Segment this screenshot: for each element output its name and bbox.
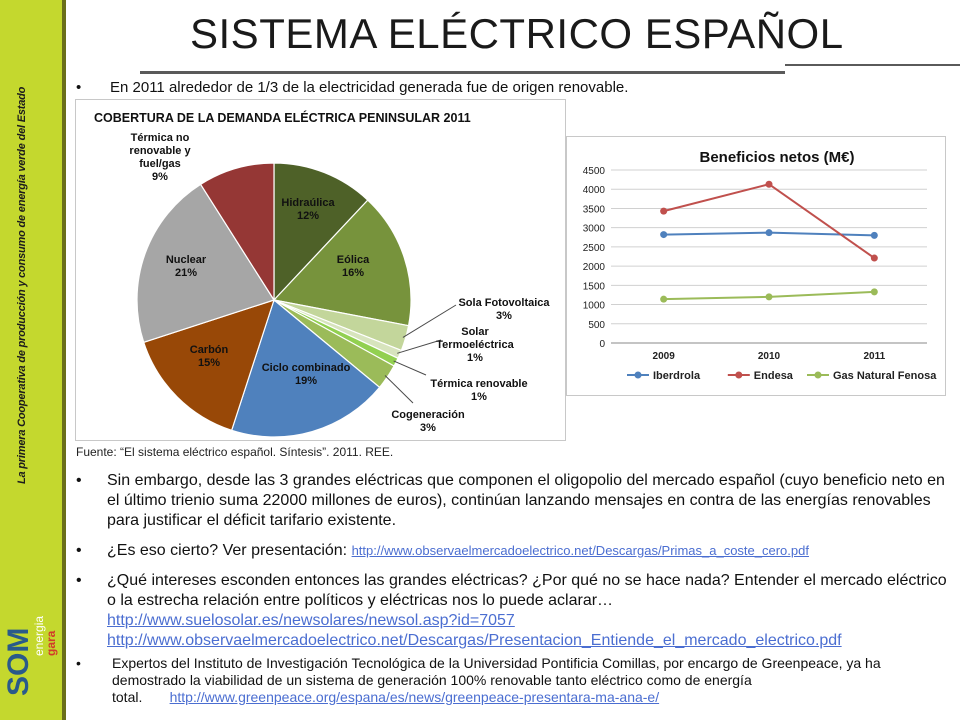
bullet-dot: •	[76, 542, 82, 559]
data-point	[870, 288, 878, 296]
legend-marker	[634, 371, 642, 379]
pie-chart-panel: COBERTURA DE LA DEMANDA ELÉCTRICA PENINS…	[75, 99, 566, 441]
pie-label-ciclo: 19%	[295, 375, 317, 387]
x-tick-label: 2009	[653, 351, 676, 362]
slide-title: SISTEMA ELÉCTRICO ESPAÑOL	[190, 10, 844, 57]
legend-label: Endesa	[754, 370, 794, 382]
pie-label-termica_ren: Térmica renovable	[430, 378, 527, 390]
pie-label-nuclear: 21%	[175, 267, 197, 279]
bullet-text: En 2011 alrededor de 1/3 de la electrici…	[110, 79, 629, 96]
y-tick-label: 1000	[583, 301, 606, 312]
link-suelosolar[interactable]: http://www.suelosolar.es/newsolares/news…	[107, 612, 515, 629]
x-tick-label: 2011	[863, 351, 885, 362]
pie-label-nuclear: Nuclear	[166, 254, 207, 266]
y-tick-label: 2000	[583, 262, 606, 273]
legend-label: Gas Natural Fenosa	[833, 370, 937, 382]
data-point	[870, 231, 878, 239]
pie-label-carbon: 15%	[198, 357, 220, 369]
pie-label-cogeneracion: 3%	[420, 422, 436, 434]
title-rule	[140, 71, 785, 74]
data-point	[660, 231, 668, 239]
y-tick-label: 2500	[583, 243, 606, 254]
logo-sub-gara: gara	[44, 630, 58, 656]
pie-label-termica_nr: 9%	[152, 171, 168, 183]
pie-label-solar_termo: Termoeléctrica	[436, 339, 514, 351]
data-point	[870, 254, 878, 262]
bullet-dot: •	[76, 572, 82, 589]
chart-source: Fuente: “El sistema eléctrico español. S…	[76, 445, 394, 459]
pie-slice-0	[273, 162, 369, 302]
logo-main: SOM	[2, 627, 35, 696]
pie-title: COBERTURA DE LA DEMANDA ELÉCTRICA PENINS…	[94, 110, 471, 125]
legend-marker	[814, 371, 822, 379]
pie-slices	[136, 162, 412, 438]
pie-slice-7	[142, 299, 275, 432]
line-chart-title: Beneficios netos (M€)	[699, 149, 854, 166]
paragraph-text: Sin embargo, desde las 3 grandes eléctri…	[107, 472, 945, 529]
link-entiende-mercado[interactable]: http://www.observaelmercadoelectrico.net…	[107, 632, 842, 649]
legend-marker	[735, 371, 743, 379]
pie-slice-6	[230, 298, 381, 438]
pie-label-solar_termo: Solar	[461, 326, 489, 338]
pie-label-hidraulica: Hidraúlica	[281, 197, 335, 209]
data-point	[765, 229, 773, 237]
paragraph-text: Expertos del Instituto de Investigación …	[112, 655, 957, 706]
pie-label-cogeneracion: Cogeneración	[391, 409, 465, 421]
pie-label-ciclo: Ciclo combinado	[262, 362, 351, 374]
pie-chart: COBERTURA DE LA DEMANDA ELÉCTRICA PENINS…	[94, 110, 550, 438]
pie-label-carbon: Carbón	[190, 344, 229, 356]
paragraph-p4-text: Expertos del Instituto de Investigación …	[112, 655, 881, 705]
pie-slice-8	[136, 183, 275, 344]
sidebar: La primera Cooperativa de producción y c…	[0, 0, 62, 720]
paragraph-text: ¿Qué intereses esconden entonces las gra…	[107, 571, 952, 651]
sidebar-tagline-text: La primera Cooperativa de producción y c…	[16, 86, 28, 484]
pie-leader-line	[397, 339, 442, 354]
pie-label-solar_termo: 1%	[467, 352, 483, 364]
sidebar-tagline: La primera Cooperativa de producción y c…	[16, 14, 48, 484]
sidebar-divider	[62, 0, 66, 720]
pie-leader-line	[402, 304, 457, 338]
y-tick-label: 3500	[583, 204, 606, 215]
x-tick-label: 2010	[758, 351, 781, 362]
som-energia-logo: SOM energia gara	[2, 600, 62, 710]
pie-label-solar_fv: Sola Fotovoltaica	[458, 297, 550, 309]
pie-leader-line	[384, 375, 414, 404]
y-tick-label: 4000	[583, 185, 606, 196]
y-tick-label: 4500	[583, 166, 606, 177]
pie-slice-1	[272, 199, 412, 327]
pie-label-eolica: Eólica	[337, 254, 370, 266]
paragraph-p2-text: ¿Es eso cierto? Ver presentación:	[107, 542, 352, 559]
line-chart: Beneficios netos (M€) 0 500 1000 1500 2000 250…	[583, 149, 937, 382]
y-tick-label: 0	[599, 339, 605, 350]
data-point	[660, 295, 668, 303]
y-tick-label: 500	[588, 320, 605, 331]
pie-slice-9	[199, 162, 275, 303]
pie-label-termica_nr: Térmica no	[131, 132, 190, 144]
pie-label-hidraulica: 12%	[297, 210, 319, 222]
pie-label-termica_nr: fuel/gas	[139, 158, 181, 170]
pie-leader-lines	[384, 304, 457, 404]
paragraph-text: ¿Es eso cierto? Ver presentación: http:/…	[107, 541, 952, 561]
pie-label-solar_fv: 3%	[496, 310, 512, 322]
bullet-dot: •	[76, 472, 82, 489]
data-point	[765, 293, 773, 301]
paragraph-p3-text: ¿Qué intereses esconden entonces las gra…	[107, 572, 947, 609]
y-tick-label: 3000	[583, 224, 606, 235]
legend-label: Iberdrola	[653, 370, 701, 382]
y-tick-label: 1500	[583, 281, 606, 292]
link-greenpeace[interactable]: http://www.greenpeace.org/espana/es/news…	[169, 689, 660, 705]
bullet-dot: •	[76, 79, 82, 96]
data-point	[765, 180, 773, 188]
title-rule-right	[785, 64, 960, 66]
line-chart-panel: Beneficios netos (M€) 0 500 1000 1500 2000 250…	[566, 136, 946, 396]
data-point	[660, 207, 668, 215]
pie-leader-line	[393, 360, 427, 376]
link-primas-coste-cero[interactable]: http://www.observaelmercadoelectrico.net…	[351, 543, 809, 558]
pie-label-eolica: 16%	[342, 267, 364, 279]
bullet-dot: •	[76, 655, 81, 671]
pie-label-termica_nr: renovable y	[129, 145, 191, 157]
pie-label-termica_ren: 1%	[471, 391, 487, 403]
